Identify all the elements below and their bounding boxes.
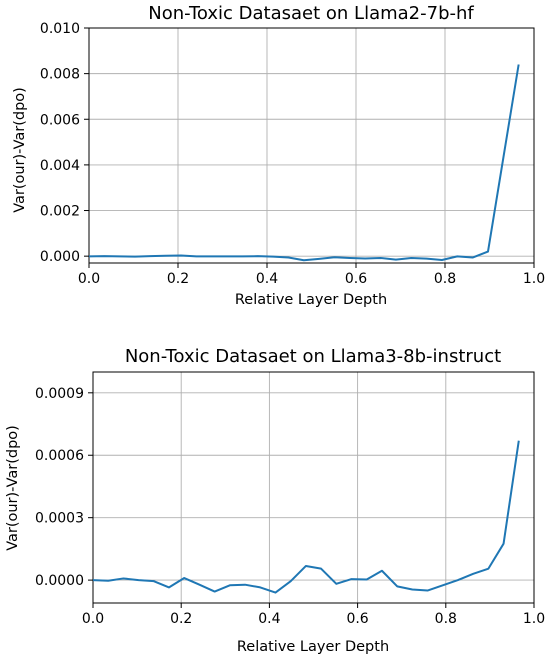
chart-1-series-line [88, 64, 520, 262]
y-tick-label: 0.004 [40, 158, 80, 174]
chart-2-x-axis-label: Relative Layer Depth [237, 639, 389, 655]
y-tick-label: 0.0003 [35, 511, 84, 527]
chart-1-x-axis-label: Relative Layer Depth [235, 292, 387, 308]
x-tick-label: 0.6 [346, 611, 368, 627]
chart-2-series-line [92, 440, 520, 594]
x-tick-label: 1.0 [523, 611, 545, 627]
chart-2: 0.0 0.2 0.4 0.6 0.8 1.0 0.0000 0.0003 0.0006 0.00… [5, 346, 545, 655]
chart-1-gridlines [88, 27, 535, 263]
chart-2-ticks: 0.0 0.2 0.4 0.6 0.8 1.0 0.0000 0.0003 0.0006 0.00… [35, 386, 545, 627]
x-tick-label: 1.0 [523, 271, 545, 287]
y-tick-label: 0.010 [40, 21, 80, 37]
chart-2-plot-area [92, 371, 535, 604]
x-tick-label: 0.6 [345, 271, 367, 287]
x-tick-label: 0.8 [435, 611, 457, 627]
y-tick-label: 0.000 [40, 249, 80, 265]
y-tick-label: 0.008 [40, 67, 80, 83]
chart-1-y-axis-label: Var(our)-Var(dpo) [12, 87, 28, 213]
x-tick-label: 0.8 [434, 271, 456, 287]
x-tick-label: 0.4 [258, 611, 280, 627]
chart-1-plot-area [88, 27, 535, 264]
chart-1-title: Non-Toxic Datasaet on Llama2-7b-hf [148, 3, 474, 24]
x-tick-label: 0.4 [256, 271, 278, 287]
y-tick-label: 0.006 [40, 112, 80, 128]
x-tick-label: 0.0 [82, 611, 104, 627]
chart-1-ticks: 0.0 0.2 0.4 0.6 0.8 1.0 0.000 0.002 0.004 0.006 0.… [40, 21, 545, 287]
y-tick-label: 0.0009 [35, 386, 84, 402]
x-tick-label: 0.2 [167, 271, 189, 287]
x-tick-label: 0.2 [170, 611, 192, 627]
chart-2-gridlines [92, 372, 535, 603]
chart-2-title: Non-Toxic Datasaet on Llama3-8b-instruct [125, 346, 501, 367]
y-tick-label: 0.002 [40, 204, 80, 220]
chart-1: 0.0 0.2 0.4 0.6 0.8 1.0 0.000 0.002 0.004 0.006 0.… [12, 3, 545, 308]
y-tick-label: 0.0000 [35, 573, 84, 589]
y-tick-label: 0.0006 [35, 448, 84, 464]
chart-2-y-axis-label: Var(our)-Var(dpo) [5, 425, 21, 551]
x-tick-label: 0.0 [78, 271, 100, 287]
